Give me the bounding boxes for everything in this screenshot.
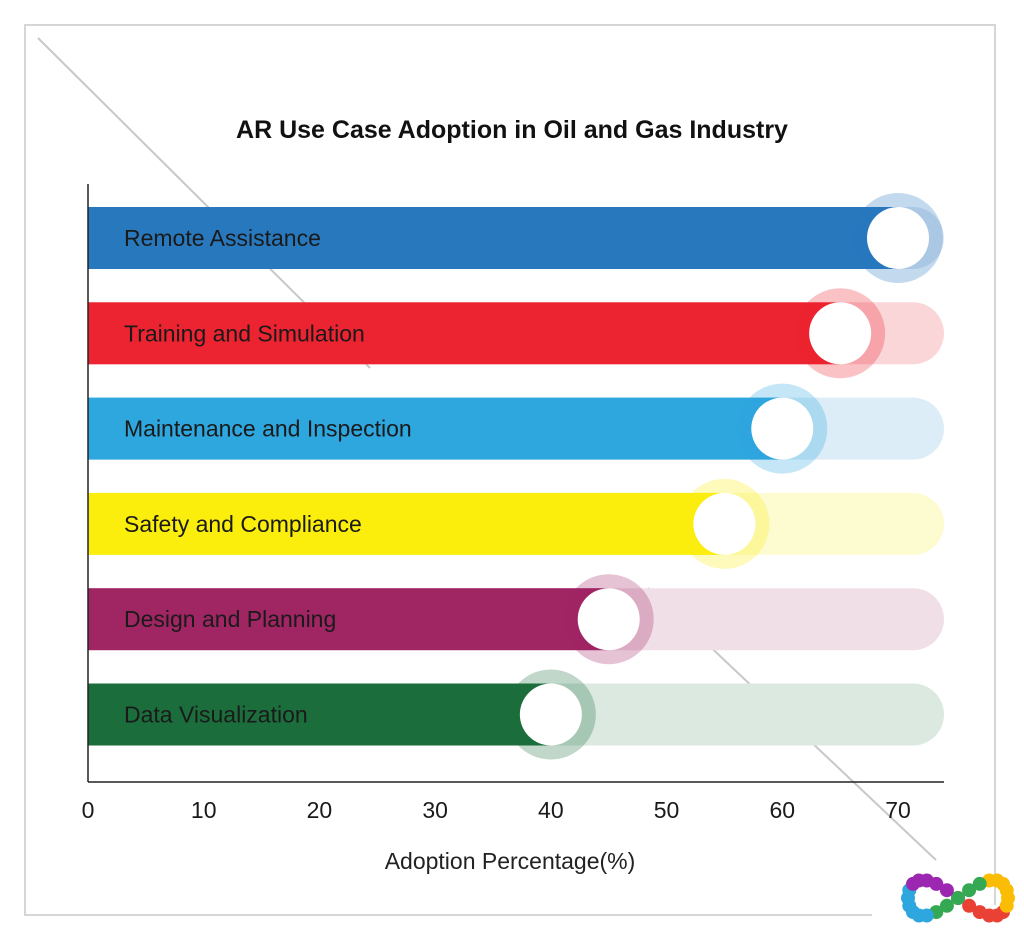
bar	[88, 492, 725, 555]
bar-end-knob	[809, 302, 872, 365]
x-tick-label: 50	[654, 797, 680, 823]
bar-label: Remote Assistance	[124, 225, 321, 251]
bar	[88, 302, 841, 365]
x-axis-label: Adoption Percentage(%)	[384, 848, 636, 874]
bar-label: Safety and Compliance	[124, 511, 362, 537]
logo-dot	[962, 883, 977, 898]
x-tick-label: 70	[885, 797, 911, 823]
logo-dot	[951, 891, 965, 905]
x-tick-label: 40	[538, 797, 564, 823]
bar	[88, 397, 783, 460]
x-tick-label: 60	[769, 797, 795, 823]
bar-end-knob	[751, 397, 814, 460]
logo-dot	[972, 876, 987, 891]
chart-frame	[24, 24, 996, 916]
x-tick-label: 30	[422, 797, 448, 823]
bar-label: Training and Simulation	[124, 320, 365, 346]
bar	[88, 588, 609, 651]
logo-dot	[962, 898, 977, 913]
bar-label: Maintenance and Inspection	[124, 416, 412, 442]
x-tick-labels: 0 10 20 30 40 50 60 70	[82, 797, 911, 823]
bar-end-knob	[519, 683, 582, 746]
bar-end-knob	[693, 492, 756, 555]
x-tick-label: 0	[82, 797, 95, 823]
bar	[88, 207, 898, 269]
bar-label: Data Visualization	[124, 702, 308, 728]
logo-dot	[939, 898, 954, 913]
bar-end-knob	[577, 588, 640, 651]
infinity-logo	[901, 873, 1015, 923]
bars: Remote Assistance Training and Simulation…	[88, 193, 943, 760]
x-tick-label: 20	[307, 797, 333, 823]
logo-dot	[939, 883, 954, 898]
bar-label: Design and Planning	[124, 606, 336, 632]
x-tick-label: 10	[191, 797, 217, 823]
bar-end-knob	[867, 207, 929, 269]
chart-title: AR Use Case Adoption in Oil and Gas Indu…	[236, 116, 788, 144]
logo-dot	[929, 876, 944, 891]
bar	[88, 683, 551, 746]
